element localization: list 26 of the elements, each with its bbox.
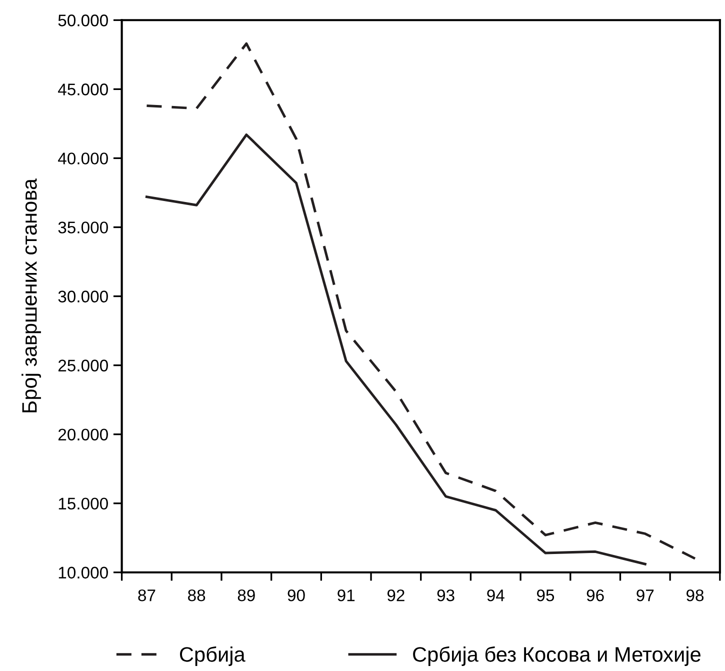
y-axis-title: Број завршених станова <box>22 178 41 412</box>
x-tick-label: 95 <box>536 589 554 602</box>
y-tick-label: 15.000 <box>58 498 108 510</box>
y-tick-label: 10.000 <box>58 566 108 579</box>
x-tick-label: 97 <box>636 589 654 602</box>
x-tick-label: 88 <box>188 589 206 602</box>
y-tick-label: 35.000 <box>58 222 108 234</box>
y-tick-label: 30.000 <box>58 290 108 302</box>
x-tick-label: 96 <box>586 589 604 602</box>
x-tick-label: 98 <box>686 589 704 602</box>
x-tick-label: 87 <box>138 589 156 602</box>
y-tick-label: 25.000 <box>58 360 108 372</box>
x-tick-label: 94 <box>487 589 504 602</box>
x-tick-label: 92 <box>387 589 404 602</box>
x-tick-label: 93 <box>437 589 454 602</box>
y-tick-label: 45.000 <box>58 84 108 96</box>
legend-label: Србија без Косова и Метохије <box>413 646 700 666</box>
x-tick-label: 90 <box>288 589 305 602</box>
x-tick-label: 89 <box>238 589 255 602</box>
line-series <box>145 42 696 560</box>
legend-label: Србија <box>180 646 246 666</box>
y-tick-label: 50.000 <box>58 14 108 26</box>
x-tick-label: 91 <box>338 589 355 602</box>
line-series <box>145 133 646 566</box>
y-tick-label: 40.000 <box>58 152 108 164</box>
y-tick-label: 20.000 <box>58 428 108 441</box>
